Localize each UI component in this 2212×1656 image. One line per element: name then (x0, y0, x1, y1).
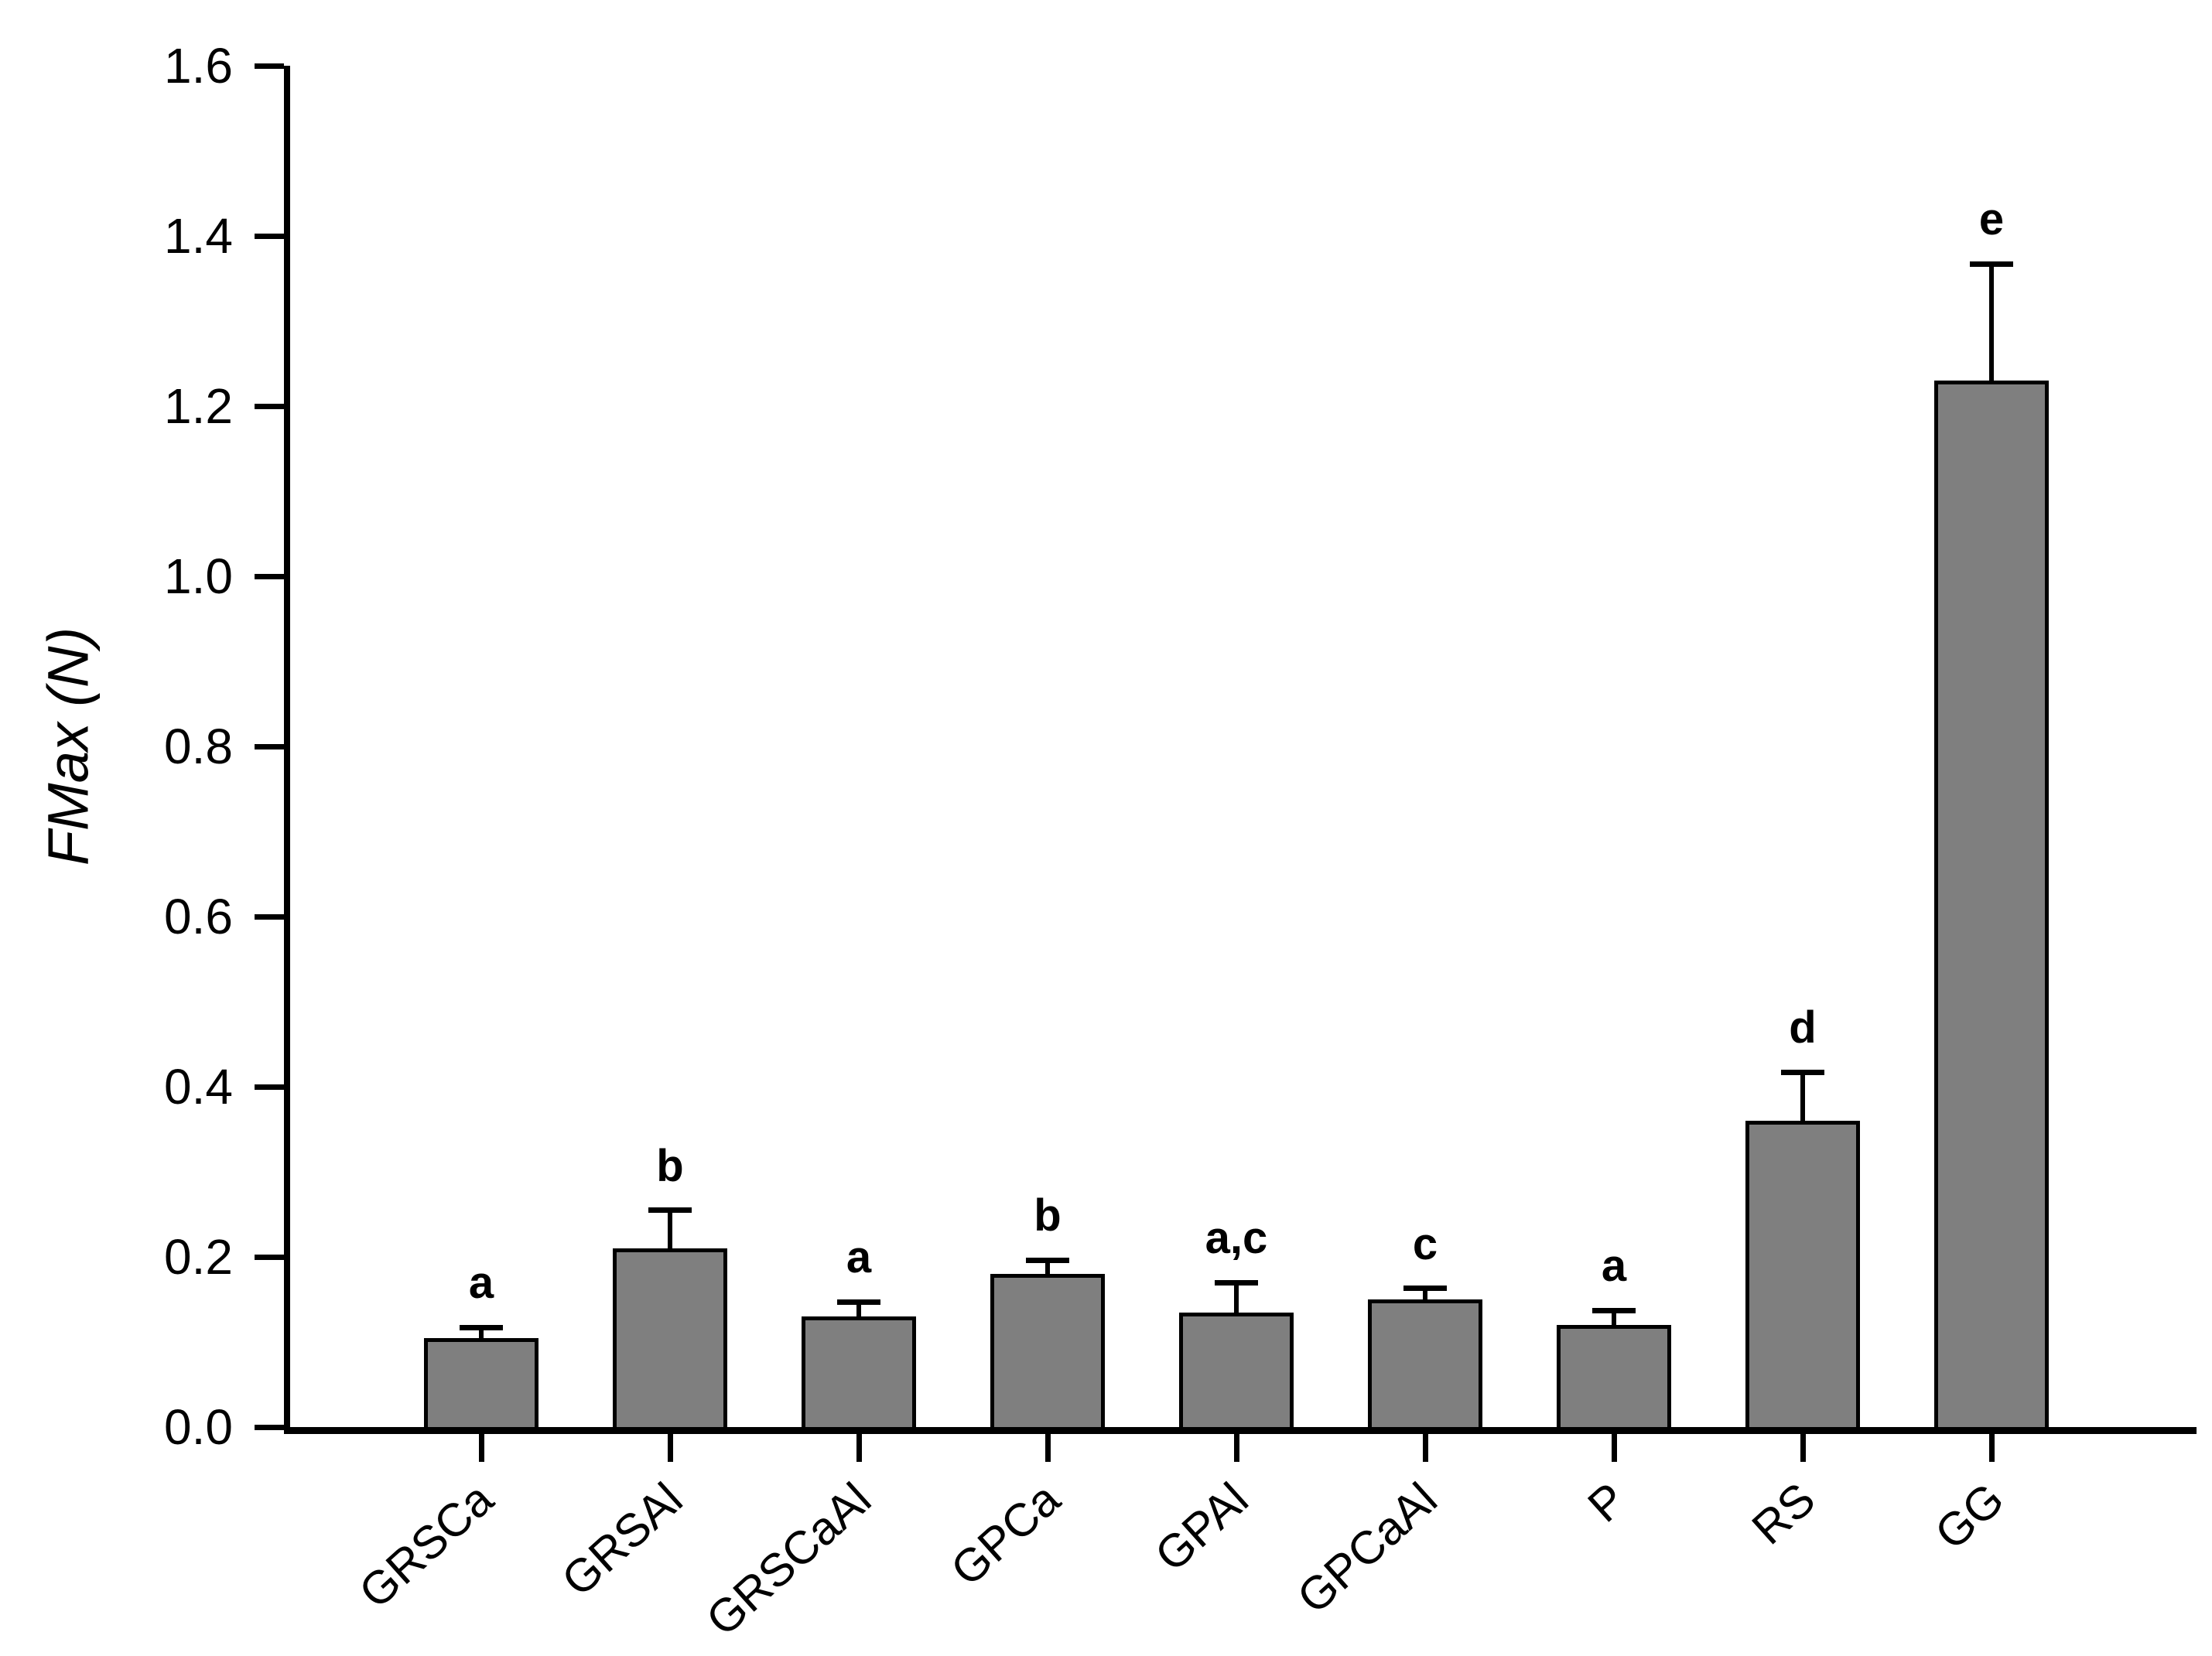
y-tick-label: 0.2 (164, 1229, 233, 1285)
y-tick (255, 913, 284, 920)
sig-letter: a,c (1205, 1213, 1268, 1263)
error-bar-stem (479, 1327, 484, 1338)
bar-GRSCaAl (802, 1316, 916, 1427)
x-tick (1422, 1434, 1428, 1462)
y-tick-label: 1.0 (164, 548, 233, 604)
y-tick-label: 0.4 (164, 1059, 233, 1115)
error-bar-cap (1781, 1069, 1824, 1075)
x-tick-label: GG (1924, 1473, 2014, 1560)
sig-letter: a (468, 1258, 494, 1309)
error-bar-stem (1234, 1282, 1239, 1313)
y-tick-label: 1.4 (164, 208, 233, 264)
x-tick (1233, 1434, 1239, 1462)
sig-letter: a (1601, 1241, 1627, 1292)
plot-area: 0.0 0.2 0.4 0.6 0.8 1.0 1.2 1.4 1.6 a b a b a,c c a d e … (164, 41, 2197, 1646)
x-tick (1611, 1434, 1617, 1462)
error-bar-stem (668, 1210, 672, 1248)
error-bar-cap (1403, 1286, 1447, 1292)
x-tick (1044, 1434, 1051, 1462)
x-tick (667, 1434, 673, 1462)
x-tick (856, 1434, 862, 1462)
y-tick-label: 0.6 (164, 889, 233, 944)
error-bar-stem (1423, 1288, 1427, 1299)
y-tick (255, 403, 284, 409)
x-tick-label: GRSAl (552, 1473, 692, 1606)
error-bar-cap (460, 1324, 503, 1330)
sig-letter: a (846, 1232, 872, 1283)
error-bar-cap (1592, 1307, 1636, 1313)
sig-letter: c (1412, 1218, 1438, 1269)
y-tick (255, 573, 284, 579)
error-bar-stem (1045, 1260, 1050, 1274)
y-tick-label: 0.0 (164, 1399, 233, 1455)
y-tick (255, 1424, 284, 1430)
x-tick-label: GPAl (1145, 1473, 1259, 1582)
x-tick-label: GPCaAl (1287, 1473, 1448, 1624)
bar-GPCa (990, 1274, 1105, 1427)
y-tick (255, 743, 284, 749)
bar-GG (1934, 381, 2049, 1427)
y-tick-label: 0.8 (164, 719, 233, 774)
x-tick (1800, 1434, 1806, 1462)
y-tick (255, 233, 284, 239)
x-tick-label: GPCa (940, 1473, 1070, 1596)
error-bar-cap (1026, 1257, 1069, 1263)
bar-GPCaAl (1368, 1299, 1482, 1427)
sig-letter: d (1789, 1002, 1817, 1053)
error-bar-cap (837, 1299, 880, 1305)
bar-GRSAl (613, 1248, 727, 1427)
error-bar-stem (1989, 264, 1994, 381)
error-bar-cap (1215, 1279, 1258, 1286)
x-axis-line (284, 1427, 2197, 1434)
error-bar-stem (856, 1302, 861, 1316)
error-bar-stem (1612, 1310, 1616, 1325)
x-tick (478, 1434, 484, 1462)
error-bar-cap (1970, 261, 2013, 267)
bar-P (1557, 1325, 1671, 1427)
x-tick-label: P (1578, 1473, 1636, 1532)
x-tick-label: RS (1742, 1473, 1825, 1555)
bar-RS (1745, 1121, 1860, 1427)
bar-GRSCa (424, 1337, 538, 1427)
sig-letter: b (1034, 1190, 1062, 1241)
x-tick (1988, 1434, 1995, 1462)
y-tick (255, 1254, 284, 1260)
y-axis-line (284, 66, 290, 1427)
bar-GPAl (1179, 1312, 1294, 1427)
y-tick (255, 1084, 284, 1090)
sig-letter: b (656, 1140, 684, 1191)
error-bar-stem (1800, 1072, 1805, 1121)
sig-letter: e (1978, 194, 2005, 245)
error-bar-cap (648, 1207, 692, 1213)
x-tick-label: GRSCaAl (696, 1473, 881, 1646)
y-tick (255, 63, 284, 69)
x-tick-label: GRSCa (349, 1473, 504, 1619)
y-tick-label: 1.6 (164, 38, 233, 94)
y-tick-label: 1.2 (164, 378, 233, 434)
